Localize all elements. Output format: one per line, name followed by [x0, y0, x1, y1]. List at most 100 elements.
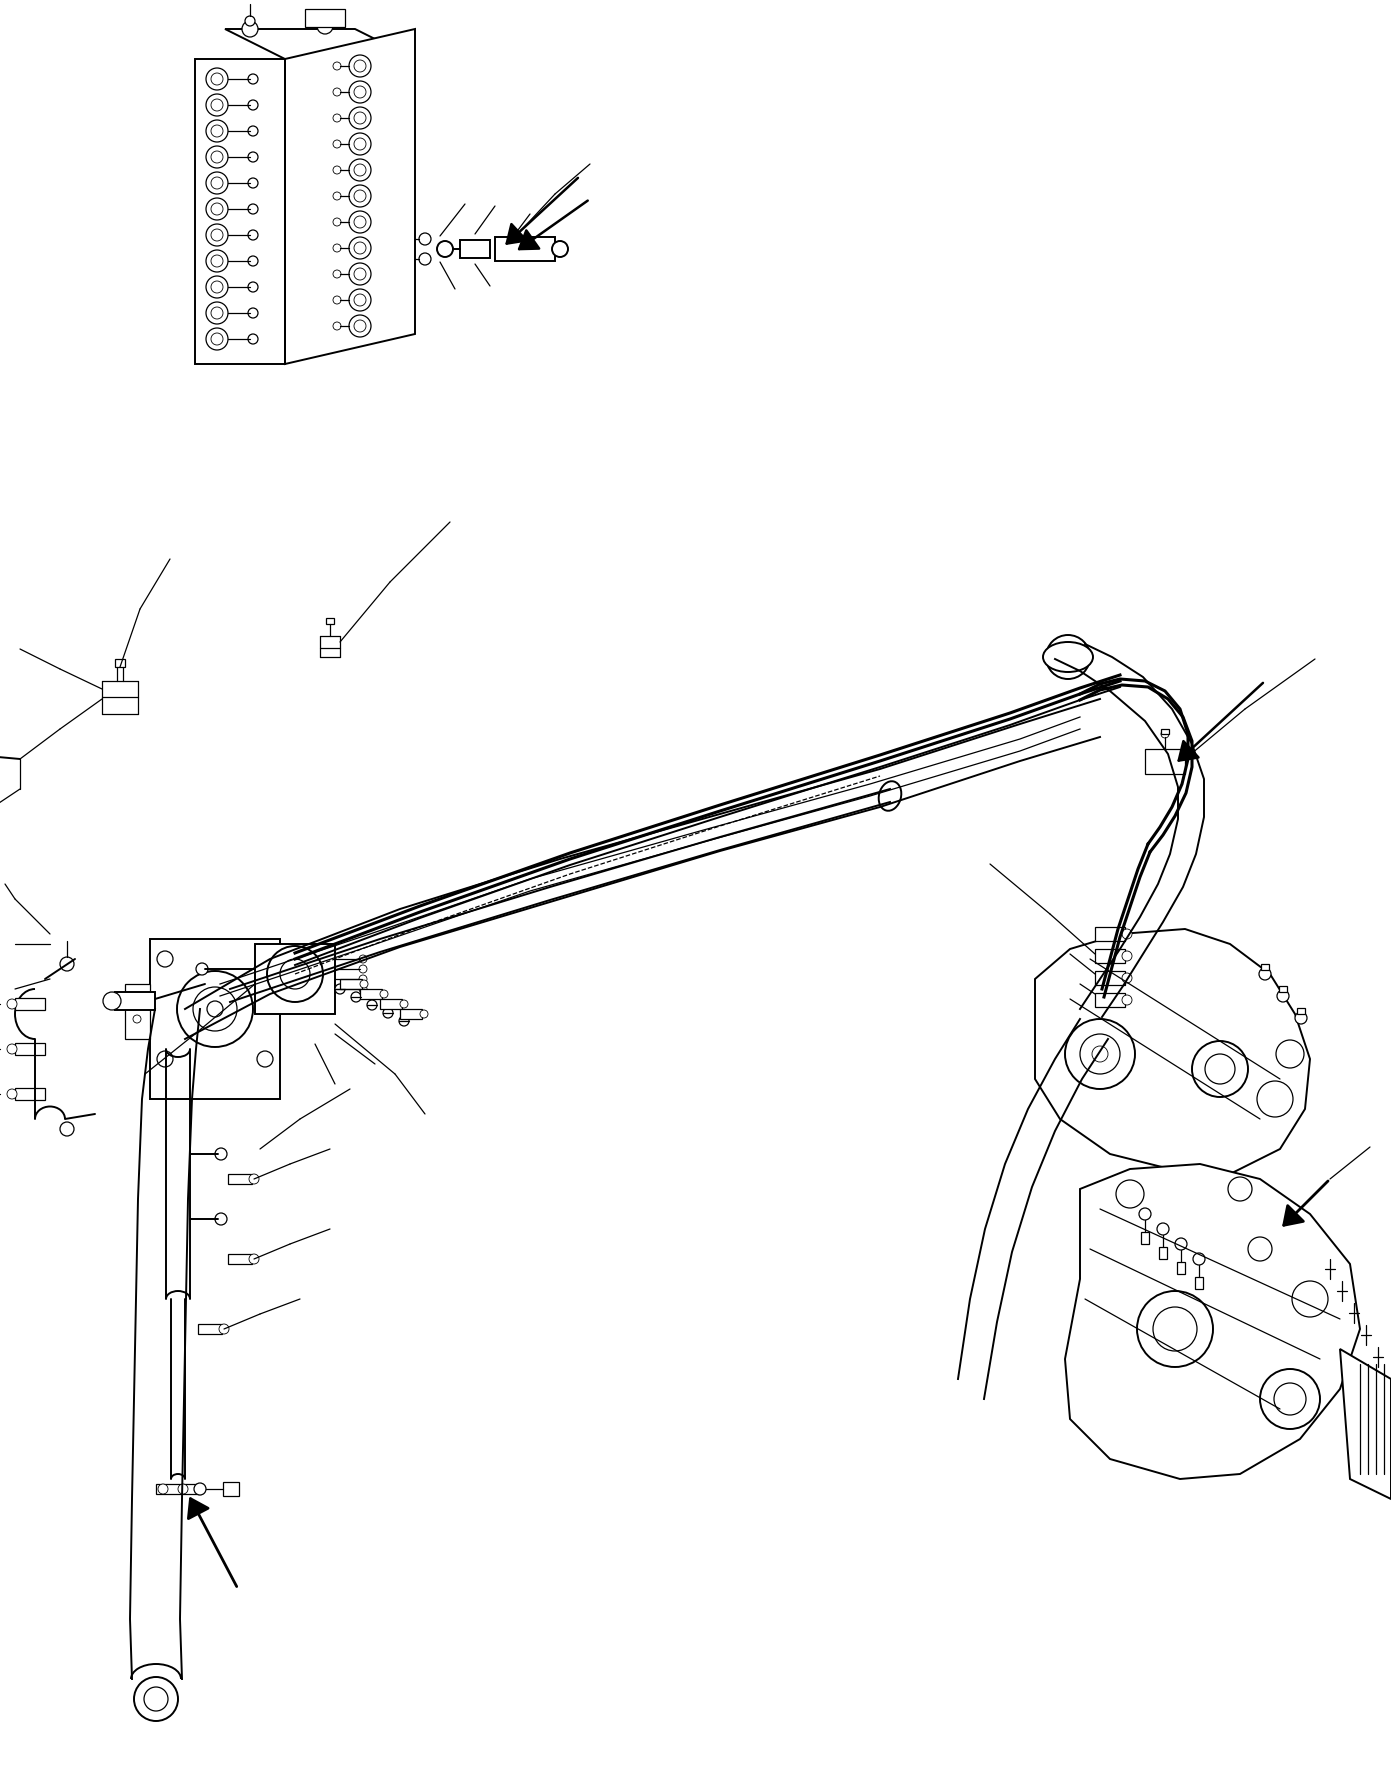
Bar — [255, 945, 335, 1014]
Bar — [1262, 965, 1269, 970]
Polygon shape — [285, 30, 415, 365]
Circle shape — [1123, 973, 1132, 984]
Circle shape — [177, 972, 253, 1048]
Circle shape — [248, 206, 257, 215]
Circle shape — [193, 988, 236, 1032]
Circle shape — [419, 254, 431, 266]
Bar — [360, 989, 383, 1000]
Bar — [228, 1174, 252, 1184]
Bar — [1095, 927, 1125, 941]
Ellipse shape — [217, 979, 239, 1014]
Circle shape — [248, 309, 257, 319]
Circle shape — [1277, 991, 1289, 1002]
Circle shape — [332, 245, 341, 254]
Circle shape — [206, 328, 228, 351]
Circle shape — [206, 250, 228, 273]
Circle shape — [218, 1324, 230, 1335]
Circle shape — [1192, 1041, 1248, 1097]
Circle shape — [349, 316, 371, 339]
Circle shape — [419, 234, 431, 246]
Circle shape — [7, 1044, 17, 1055]
Circle shape — [353, 321, 366, 333]
Bar — [1161, 729, 1168, 734]
Circle shape — [157, 1051, 172, 1067]
Circle shape — [360, 980, 369, 988]
Circle shape — [248, 230, 257, 241]
Circle shape — [359, 966, 367, 973]
Circle shape — [145, 1688, 168, 1711]
Circle shape — [367, 1000, 377, 1011]
Circle shape — [248, 335, 257, 344]
Bar — [198, 1324, 223, 1335]
Circle shape — [1079, 1034, 1120, 1074]
Bar — [1195, 1277, 1203, 1289]
Circle shape — [216, 1149, 227, 1160]
Circle shape — [349, 160, 371, 183]
Circle shape — [353, 165, 366, 177]
Circle shape — [216, 1213, 227, 1225]
Circle shape — [1193, 1254, 1205, 1266]
Circle shape — [206, 199, 228, 222]
Circle shape — [1046, 637, 1091, 679]
Circle shape — [332, 218, 341, 227]
Bar — [115, 993, 154, 1011]
Bar — [1145, 750, 1185, 775]
Circle shape — [206, 277, 228, 300]
Circle shape — [248, 128, 257, 137]
Circle shape — [248, 101, 257, 112]
Circle shape — [332, 64, 341, 71]
Circle shape — [1205, 1055, 1235, 1085]
Circle shape — [60, 1122, 74, 1136]
Circle shape — [1136, 1291, 1213, 1367]
Polygon shape — [1035, 929, 1310, 1174]
Circle shape — [1260, 1369, 1320, 1429]
Circle shape — [280, 959, 310, 989]
Circle shape — [257, 952, 273, 968]
Circle shape — [249, 1174, 259, 1184]
Circle shape — [332, 140, 341, 149]
Circle shape — [332, 193, 341, 200]
Circle shape — [349, 213, 371, 234]
Circle shape — [359, 975, 367, 984]
Circle shape — [420, 1011, 428, 1018]
Circle shape — [332, 115, 341, 122]
Circle shape — [211, 126, 223, 138]
Circle shape — [353, 269, 366, 280]
Circle shape — [437, 241, 453, 257]
Circle shape — [248, 257, 257, 268]
Circle shape — [7, 1000, 17, 1009]
Circle shape — [159, 1484, 168, 1495]
Circle shape — [1276, 1041, 1303, 1069]
Circle shape — [1153, 1307, 1198, 1351]
Circle shape — [206, 225, 228, 246]
Circle shape — [1228, 1177, 1252, 1202]
Circle shape — [351, 993, 362, 1002]
Circle shape — [1274, 1383, 1306, 1415]
Circle shape — [353, 191, 366, 202]
Circle shape — [1123, 995, 1132, 1005]
Ellipse shape — [879, 782, 901, 812]
Circle shape — [349, 108, 371, 129]
Circle shape — [349, 82, 371, 105]
Circle shape — [353, 60, 366, 73]
Circle shape — [353, 294, 366, 307]
Circle shape — [552, 241, 568, 257]
Circle shape — [248, 284, 257, 293]
Circle shape — [1056, 645, 1079, 670]
Circle shape — [359, 956, 367, 963]
Circle shape — [248, 74, 257, 85]
Bar — [325, 619, 334, 624]
Circle shape — [332, 296, 341, 305]
Circle shape — [332, 89, 341, 98]
Circle shape — [353, 138, 366, 151]
Bar — [228, 1254, 252, 1264]
Circle shape — [134, 995, 140, 1004]
Bar — [401, 1009, 421, 1019]
Circle shape — [1123, 929, 1132, 940]
Bar — [305, 11, 345, 28]
Bar — [15, 1044, 45, 1055]
Circle shape — [257, 1051, 273, 1067]
Circle shape — [349, 238, 371, 261]
Circle shape — [248, 179, 257, 190]
Circle shape — [1257, 1082, 1294, 1117]
